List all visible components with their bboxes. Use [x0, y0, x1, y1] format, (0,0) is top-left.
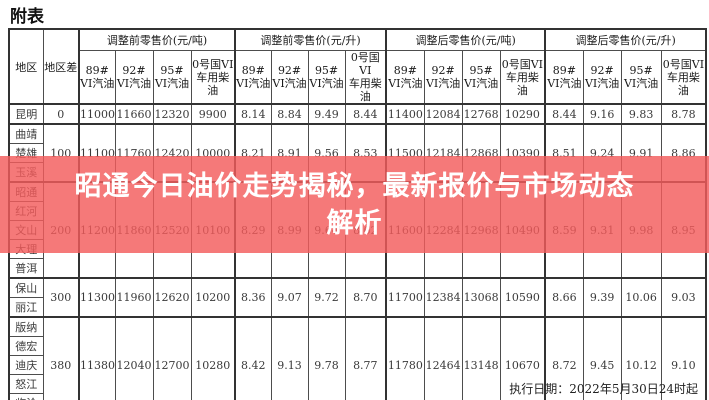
price-cell: 8.44: [344, 103, 387, 125]
execution-date: 执行日期：2022年5月30日24时起: [509, 382, 698, 396]
price-cell: 9.83: [620, 103, 662, 125]
column-header: 0号国VI 车用柴油: [344, 50, 387, 105]
section-header-pre-ton: 调整前零售价(元/吨): [77, 28, 236, 51]
price-cell: 10590: [499, 277, 546, 318]
column-header: 0号国VI 车用柴油: [190, 50, 236, 105]
column-header: 95# VI汽油: [152, 50, 192, 105]
column-header: 95# VI汽油: [461, 50, 501, 105]
price-cell: 9900: [190, 103, 236, 125]
price-cell: 8.70: [344, 277, 387, 318]
table-row: 曲靖 100 11100 11760 12420 10000 8.21 8.91 9.56 8.5…: [8, 123, 707, 183]
table-row: 迪庆: [8, 355, 706, 375]
price-cell: 12620: [152, 277, 192, 318]
price-cell: 9.78: [307, 316, 346, 400]
price-cell: 380: [42, 316, 80, 400]
price-cell: 12700: [152, 316, 192, 400]
table-row: 怒江: [8, 374, 706, 394]
region-cell: 临沧: [8, 393, 44, 400]
price-cell: 11780: [385, 316, 425, 400]
price-cell: 11300: [78, 277, 116, 318]
price-cell: 11700: [385, 277, 425, 318]
column-header: 92# VI汽油: [423, 50, 463, 105]
price-cell: 8.78: [660, 103, 707, 125]
column-header: 95# VI汽油: [620, 50, 662, 105]
column-header: 89# VI汽油: [385, 50, 425, 105]
column-header: 92# VI汽油: [582, 50, 622, 105]
region-cell: 怒江: [8, 374, 44, 394]
price-cell: 11960: [114, 277, 154, 318]
column-header-region-diff: 地区差: [42, 28, 80, 105]
section-header-pre-liter: 调整前零售价(元/升): [234, 28, 387, 51]
column-header-region: 地区: [8, 28, 44, 105]
price-cell: 300: [42, 277, 80, 318]
price-cell: 10280: [190, 316, 236, 400]
region-cell: 迪庆: [8, 355, 44, 375]
region-cell: 曲靖: [8, 123, 44, 144]
price-cell: 8.36: [234, 277, 272, 318]
price-cell: 10670: [499, 316, 546, 400]
price-cell: 12768: [461, 103, 501, 125]
price-cell: 9.39: [582, 277, 622, 318]
price-cell: 12384: [423, 277, 463, 318]
promo-banner-line2: 解析: [326, 207, 383, 238]
price-cell: 9.13: [270, 316, 309, 400]
price-cell: 13068: [461, 277, 501, 318]
price-cell: 9.45: [582, 316, 622, 400]
column-header: 92# VI汽油: [114, 50, 154, 105]
price-cell: 12084: [423, 103, 463, 125]
price-cell: 9.03: [660, 277, 707, 318]
table-row: 昆明 0 11000 11660 12320 9900 8.14 8.84 9.49 8.44 11…: [8, 103, 707, 125]
price-cell: 8.14: [234, 103, 272, 125]
region-cell: 保山: [8, 277, 44, 298]
price-cell: 8.84: [270, 103, 309, 125]
column-header: 89# VI汽油: [78, 50, 116, 105]
price-cell: 8.66: [544, 277, 584, 318]
price-cell: 10290: [499, 103, 546, 125]
price-cell: 11400: [385, 103, 425, 125]
price-cell: 9.16: [582, 103, 622, 125]
promo-banner: 昭通今日油价走势揭秘，最新报价与市场动态 解析: [0, 156, 709, 253]
price-cell: 9.49: [307, 103, 346, 125]
price-cell: 8.44: [544, 103, 584, 125]
price-cell: 11000: [78, 103, 116, 125]
region-cell: 丽江: [8, 297, 44, 318]
column-header: 0号国VI 车用柴油: [660, 50, 707, 105]
price-cell: 12040: [114, 316, 154, 400]
region-cell: 德宏: [8, 336, 44, 356]
promo-banner-line1: 昭通今日油价走势揭秘，最新报价与市场动态: [74, 170, 635, 201]
region-cell: 昆明: [8, 103, 44, 125]
price-cell: 9.07: [270, 277, 309, 318]
table-row: 保山 300 11300 11960 12620 10200 8.36 9.07 9.72 8.7…: [8, 277, 707, 318]
price-cell: 8.72: [544, 316, 584, 400]
table-row: 版纳 380 11380 12040 12700 10280 8.42 9.13 9.78 8.7…: [8, 316, 707, 400]
page-title: 附表: [10, 7, 44, 27]
column-header: 0号国VI 车用柴油: [499, 50, 546, 105]
column-header: 95# VI汽油: [307, 50, 346, 105]
price-cell: 10200: [190, 277, 236, 318]
price-cell: 10.06: [620, 277, 662, 318]
section-header-post-liter: 调整后零售价(元/升): [544, 28, 707, 51]
price-cell: 0: [42, 103, 80, 125]
price-cell: 8.42: [234, 316, 272, 400]
column-header: 92# VI汽油: [270, 50, 309, 105]
price-cell: 12464: [423, 316, 463, 400]
section-header-post-ton: 调整后零售价(元/吨): [385, 28, 546, 51]
table-row: 丽江: [8, 297, 706, 318]
price-cell: 9.10: [660, 316, 707, 400]
price-cell: 13148: [461, 316, 501, 400]
price-cell: 9.72: [307, 277, 346, 318]
price-cell: 8.77: [344, 316, 387, 400]
table-row: 临沧: [8, 393, 706, 400]
region-cell: 普洱: [8, 258, 44, 279]
price-cell: 12320: [152, 103, 192, 125]
column-header: 89# VI汽油: [234, 50, 272, 105]
region-cell: 版纳: [8, 316, 44, 337]
column-header: 89# VI汽油: [544, 50, 584, 105]
price-cell: 11380: [78, 316, 116, 400]
price-cell: 11660: [114, 103, 154, 125]
